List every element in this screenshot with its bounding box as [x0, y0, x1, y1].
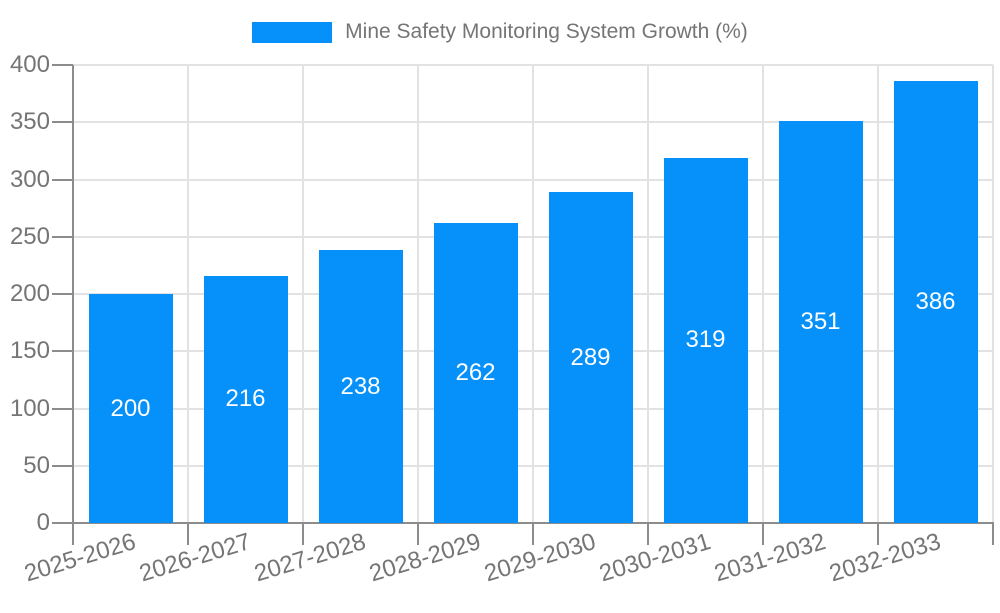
- bar-2029-2030: 289: [548, 192, 633, 523]
- x-tick: [72, 523, 74, 545]
- chart-legend: Mine Safety Monitoring System Growth (%): [0, 20, 1000, 44]
- x-gridline: [762, 65, 764, 523]
- bar-value-label: 238: [340, 372, 381, 400]
- y-tick-label: 200: [9, 280, 50, 307]
- x-tick: [992, 523, 994, 545]
- bar-value-label: 351: [800, 308, 841, 336]
- x-tick: [417, 523, 419, 545]
- bar-value-label: 200: [110, 394, 151, 422]
- y-tick: [52, 407, 73, 410]
- bar-2025-2026: 200: [88, 294, 173, 523]
- y-tick-label: 350: [9, 108, 50, 136]
- y-tick-label: 400: [9, 51, 50, 78]
- x-tick: [647, 523, 649, 545]
- y-tick: [52, 121, 73, 124]
- y-tick-label: 0: [36, 509, 50, 536]
- y-tick: [52, 64, 73, 66]
- bar-value-label: 386: [915, 288, 956, 315]
- x-gridline: [992, 65, 994, 523]
- x-gridline: [187, 65, 189, 523]
- bar-value-label: 289: [570, 343, 611, 371]
- y-tick-label: 150: [9, 337, 50, 365]
- y-tick: [52, 464, 73, 467]
- x-tick: [877, 523, 879, 545]
- legend-swatch: [252, 21, 333, 43]
- x-gridline: [877, 65, 879, 523]
- y-tick: [52, 235, 73, 238]
- x-gridline: [302, 65, 304, 523]
- bar-2031-2032: 351: [778, 121, 863, 523]
- y-tick-label: 300: [9, 165, 50, 193]
- y-tick-label: 50: [23, 451, 50, 479]
- bar-chart: Mine Safety Monitoring System Growth (%)…: [0, 20, 1000, 587]
- bar-2030-2031: 319: [663, 157, 748, 523]
- bar-2026-2027: 216: [203, 275, 288, 523]
- bar-value-label: 216: [225, 385, 266, 413]
- bar-2028-2029: 262: [433, 223, 518, 523]
- x-gridline: [417, 65, 419, 523]
- y-tick: [52, 350, 73, 353]
- y-axis-line: [72, 65, 74, 523]
- x-tick: [187, 523, 189, 545]
- x-tick: [302, 523, 304, 545]
- bar-2032-2033: 386: [893, 81, 978, 523]
- bar-value-label: 319: [685, 326, 726, 354]
- x-gridline: [647, 65, 649, 523]
- legend-label: Mine Safety Monitoring System Growth (%): [345, 20, 748, 43]
- plot-area: 0 50 100 150 200 250 300 350 400 200 2025-2026 216 2…: [9, 51, 994, 587]
- y-tick: [52, 522, 73, 524]
- y-tick: [52, 293, 73, 295]
- x-gridline: [532, 65, 534, 523]
- y-tick-label: 100: [9, 394, 50, 422]
- bar-2027-2028: 238: [318, 250, 403, 523]
- x-tick: [532, 523, 534, 545]
- y-tick-label: 250: [9, 222, 50, 250]
- y-tick: [52, 178, 73, 181]
- bar-value-label: 262: [455, 358, 496, 386]
- x-tick: [762, 523, 764, 545]
